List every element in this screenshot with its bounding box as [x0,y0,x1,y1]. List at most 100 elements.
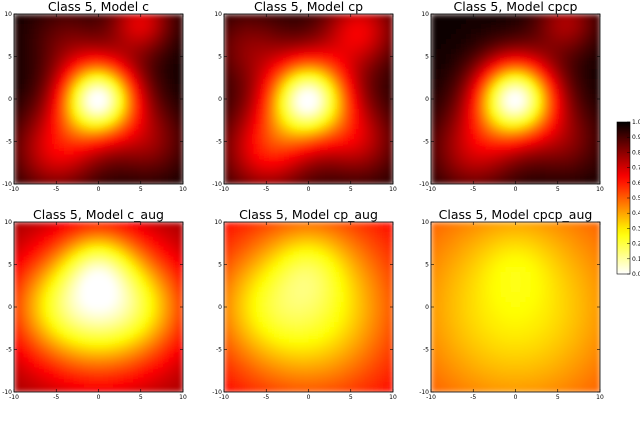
heat-cell [113,332,119,338]
heat-cell [148,302,154,308]
heat-cell [565,169,571,175]
heat-cell [148,282,154,288]
heat-cell [263,134,270,140]
heat-cell [38,144,45,150]
heat-cell [83,232,90,238]
heat-cell [465,149,472,155]
heat-cell [258,237,265,243]
heat-cell [308,14,315,20]
heat-cell [348,247,354,253]
heat-cell [38,19,45,25]
heat-cell [88,252,95,258]
heat-cell [83,357,90,363]
heat-cell [328,227,334,233]
heat-cell [98,104,105,110]
heat-cell [540,179,546,184]
heat-cell [63,159,70,165]
heat-cell [323,134,329,140]
heat-cell [485,114,492,120]
heat-cell [83,79,90,85]
heat-cell [238,64,245,70]
heat-cell [268,159,275,165]
heat-cell [298,49,305,55]
heat-cell [283,119,290,125]
heat-cell [68,14,75,20]
heat-cell [143,49,149,55]
heat-cell [343,49,349,55]
heat-cell [158,337,164,343]
heat-cell [103,99,110,105]
heat-cell [470,129,477,135]
heat-cell [78,14,85,20]
heat-cell [63,332,70,338]
heat-cell [43,69,50,75]
heat-cell [103,24,110,30]
heat-cell [440,74,447,80]
heat-cell [278,39,285,45]
heat-cell [178,307,183,313]
heat-cell [283,54,290,60]
heat-cell [43,222,50,228]
heat-cell [535,114,541,120]
heat-cell [158,104,164,110]
heat-cell [63,139,70,145]
heat-cell [238,242,245,248]
heat-cell [243,119,250,125]
heat-cell [253,149,260,155]
heat-cell [163,84,169,90]
heat-cell [465,44,472,50]
heat-cell [460,149,467,155]
heat-cell [168,372,174,378]
heat-cell [143,109,149,115]
heat-cell [178,342,183,348]
heat-cell [68,104,75,110]
heat-cell [98,287,105,293]
heat-cell [298,242,305,248]
heat-cell [23,362,30,368]
heat-cell [525,89,532,95]
heat-cell [48,317,55,323]
heat-cell [168,19,174,25]
heat-cell [288,44,295,50]
heat-cell [575,49,581,55]
heat-cell [38,129,45,135]
heat-cell [123,59,129,65]
heat-cell [33,222,40,228]
heat-cell [63,362,70,368]
heat-cell [103,159,110,165]
heat-cell [113,99,119,105]
heat-cell [143,347,149,353]
heat-cell [440,109,447,115]
heat-cell [308,19,315,25]
heat-cell [318,144,325,150]
heat-cell [500,99,507,105]
heat-cell [273,94,280,100]
heat-cell [88,39,95,45]
heat-cell [28,14,35,20]
heat-cell [465,174,472,180]
heat-cell [323,109,329,115]
heat-cell [535,34,541,40]
heat-cell [58,307,65,313]
heat-cell [43,119,50,125]
heat-cell [113,317,119,323]
heat-cell [298,94,305,100]
heat-cell [28,174,35,180]
heat-cell [388,179,393,184]
heat-cell [515,69,522,75]
heat-cell [450,179,457,184]
heat-cell [83,377,90,383]
heat-cell [23,372,30,378]
heat-cell [525,144,532,150]
heat-cell [123,357,129,363]
heat-cell [38,247,45,253]
heat-cell [48,44,55,50]
heat-cell [93,84,100,90]
heat-cell [368,24,374,30]
heat-cell [88,222,95,228]
heat-cell [73,312,80,318]
heat-cell [440,64,447,70]
heat-cell [338,169,344,175]
heat-cell [283,149,290,155]
heat-cell [560,79,566,85]
